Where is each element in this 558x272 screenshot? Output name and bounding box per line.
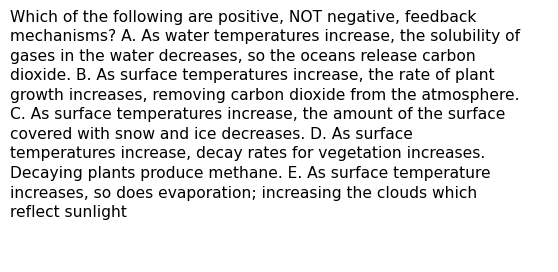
Text: Which of the following are positive, NOT negative, feedback
mechanisms? A. As wa: Which of the following are positive, NOT… <box>10 10 520 220</box>
